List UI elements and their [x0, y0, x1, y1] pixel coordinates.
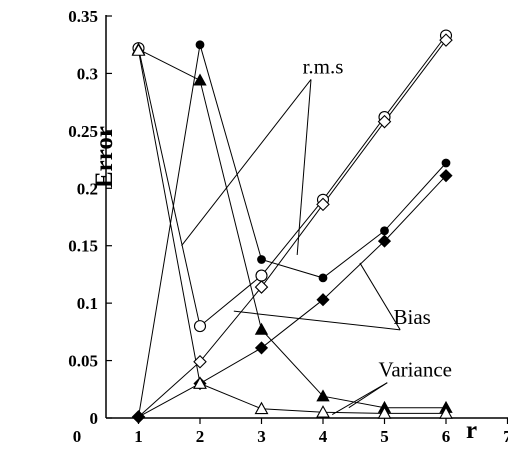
annotation-labels: r.m.s Bias Variance	[303, 54, 452, 381]
diamond-open-point	[439, 33, 453, 47]
diamond-open-point	[316, 197, 330, 212]
series-line-diamond-open	[138, 39, 447, 418]
diamond-open-point	[254, 280, 269, 294]
series-lines	[138, 35, 447, 418]
triangle-open-point	[254, 401, 269, 415]
annotation-leader-line	[359, 262, 401, 331]
triangle-filled-point	[316, 389, 330, 402]
x-tick-label: 2	[196, 427, 205, 446]
triangle-open-point	[377, 406, 392, 419]
x-tick-label: 1	[134, 427, 143, 446]
annotation-bias: Bias	[394, 305, 431, 329]
y-axis-ticks: 0 0.05 0.1 0.15 0.2 0.25 0.3 0.35	[68, 7, 112, 428]
annotation-variance: Variance	[379, 358, 452, 382]
triangle-open-point	[316, 405, 330, 418]
x-tick-label: 0	[73, 427, 82, 446]
diamond-filled-point	[439, 169, 453, 183]
series-line-circle-open	[138, 35, 447, 328]
y-tick-label: 0.2	[77, 179, 98, 198]
x-tick-label: 5	[380, 427, 389, 446]
annotation-leader-line	[181, 79, 312, 247]
series-line-triangle-open	[138, 50, 446, 414]
series-markers	[131, 29, 453, 424]
triangle-filled-point	[193, 73, 207, 86]
circle-open-point	[255, 269, 268, 282]
annotation-leader-line	[331, 382, 388, 415]
circle-filled-point	[195, 40, 205, 50]
x-tick-label: 6	[442, 427, 451, 446]
y-tick-label: 0.3	[77, 64, 98, 83]
circle-open-point	[193, 320, 207, 333]
circle-filled-point	[380, 226, 389, 236]
series-line-triangle-filled	[138, 48, 446, 409]
x-tick-label: 3	[257, 427, 266, 446]
diamond-filled-point	[254, 341, 269, 355]
y-tick-label: 0.1	[77, 294, 98, 313]
annotation-leader-line	[296, 79, 312, 255]
x-tick-label: 4	[319, 427, 328, 446]
annotation-leader-line	[233, 310, 401, 331]
diamond-filled-point	[316, 293, 330, 307]
y-axis-title: Error	[91, 126, 118, 188]
circle-filled-point	[318, 273, 328, 283]
annotation-rms: r.m.s	[303, 54, 344, 78]
diamond-filled-point	[377, 234, 392, 248]
series-line-circle-filled	[138, 44, 447, 417]
y-tick-label: 0	[90, 409, 99, 428]
triangle-open-point	[439, 406, 453, 419]
annotation-leaders	[181, 79, 401, 415]
y-tick-label: 0.05	[68, 352, 98, 371]
x-tick-label: 7	[503, 427, 508, 446]
y-tick-label: 0.15	[68, 237, 98, 256]
y-tick-label: 0.35	[68, 7, 98, 26]
triangle-open-point	[193, 376, 207, 389]
circle-filled-point	[257, 255, 266, 264]
triangle-filled-point	[254, 322, 269, 335]
diamond-open-point	[377, 114, 392, 129]
diamond-open-point	[193, 354, 207, 369]
circle-filled-point	[441, 158, 451, 168]
triangle-open-point	[131, 43, 146, 56]
diamond-filled-point	[131, 410, 146, 424]
y-tick-label: 0.25	[68, 122, 98, 141]
series-line-diamond-filled	[138, 175, 447, 418]
x-axis-title: r	[466, 417, 477, 444]
